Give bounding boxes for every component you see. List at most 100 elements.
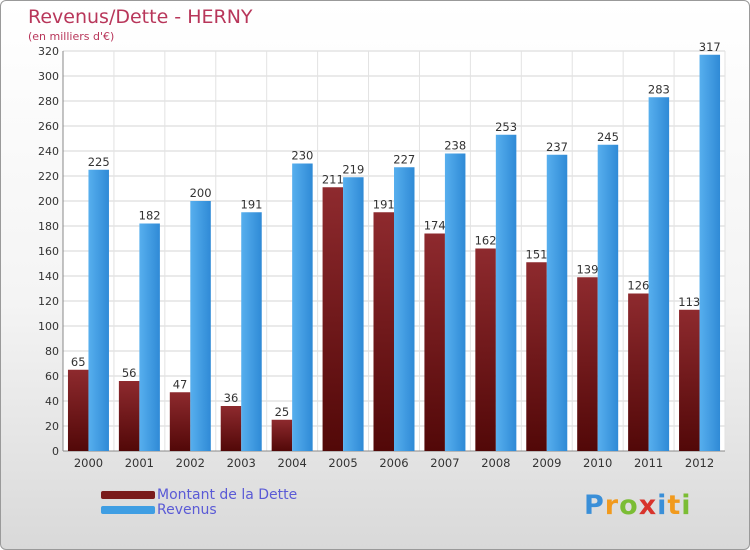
data-label: 182 bbox=[139, 209, 161, 223]
data-label: 65 bbox=[71, 355, 86, 369]
bar-dette bbox=[271, 419, 293, 451]
bar-revenus bbox=[546, 154, 568, 451]
x-tick-label: 2010 bbox=[583, 456, 612, 470]
chart-subtitle: (en milliers d'€) bbox=[28, 30, 115, 43]
data-label: 113 bbox=[678, 295, 700, 309]
bar-revenus bbox=[394, 167, 415, 451]
data-label: 191 bbox=[373, 197, 395, 211]
x-tick-label: 2003 bbox=[227, 456, 256, 470]
logo-letter: t bbox=[667, 490, 682, 521]
data-label: 225 bbox=[88, 155, 110, 169]
bar-dette bbox=[526, 262, 547, 451]
y-tick-label: 140 bbox=[38, 270, 59, 283]
bar-revenus bbox=[597, 144, 619, 451]
y-tick-label: 240 bbox=[38, 145, 59, 158]
data-label: 139 bbox=[576, 262, 598, 276]
y-tick-label: 200 bbox=[38, 195, 59, 208]
x-tick-label: 2002 bbox=[176, 456, 205, 470]
data-label: 191 bbox=[241, 197, 263, 211]
x-tick-label: 2008 bbox=[481, 456, 510, 470]
bar-dette bbox=[679, 309, 700, 451]
bar-revenus bbox=[88, 169, 109, 451]
data-label: 151 bbox=[526, 247, 548, 261]
y-tick-label: 280 bbox=[38, 95, 59, 108]
data-label: 219 bbox=[342, 162, 364, 176]
bar-revenus bbox=[190, 201, 211, 451]
x-tick-label: 2011 bbox=[634, 456, 663, 470]
logo-letter: r bbox=[604, 490, 620, 521]
logo-letter: P bbox=[584, 490, 605, 521]
bar-dette bbox=[169, 392, 191, 451]
y-tick-label: 220 bbox=[38, 170, 59, 183]
bar-revenus bbox=[343, 177, 364, 451]
data-label: 317 bbox=[699, 40, 721, 54]
legend-swatch-revenus bbox=[101, 506, 155, 514]
y-tick-label: 80 bbox=[45, 345, 59, 358]
y-tick-label: 40 bbox=[45, 395, 59, 408]
data-label: 200 bbox=[190, 186, 212, 200]
bar-dette bbox=[424, 233, 445, 451]
data-label: 237 bbox=[546, 140, 568, 154]
y-tick-label: 120 bbox=[38, 295, 59, 308]
bar-revenus bbox=[139, 223, 160, 451]
data-label: 238 bbox=[444, 139, 466, 153]
data-label: 126 bbox=[627, 279, 649, 293]
bar-dette bbox=[67, 369, 89, 451]
data-label: 253 bbox=[495, 120, 517, 134]
bar-dette bbox=[322, 187, 344, 451]
data-label: 56 bbox=[122, 366, 137, 380]
legend-label-dette: Montant de la Dette bbox=[157, 487, 298, 503]
bar-revenus bbox=[648, 97, 670, 451]
bar-revenus bbox=[495, 134, 517, 451]
bar-dette bbox=[220, 406, 242, 451]
chart-title: Revenus/Dette - HERNY bbox=[28, 6, 253, 28]
bar-dette bbox=[373, 212, 394, 451]
legend-item-revenus: Revenus bbox=[101, 502, 217, 518]
x-tick-label: 2005 bbox=[328, 456, 357, 470]
proxiti-logo: Proxiti bbox=[584, 490, 692, 521]
y-tick-label: 60 bbox=[45, 370, 59, 383]
x-tick-label: 2004 bbox=[278, 456, 307, 470]
bar-dette bbox=[628, 293, 649, 451]
data-label: 245 bbox=[597, 130, 619, 144]
y-tick-label: 320 bbox=[38, 45, 59, 58]
legend-swatch-dette bbox=[101, 491, 155, 499]
logo-letter: i bbox=[681, 490, 692, 521]
x-tick-label: 2007 bbox=[430, 456, 459, 470]
bar-revenus bbox=[241, 212, 262, 451]
data-label: 47 bbox=[173, 377, 188, 391]
bar-revenus bbox=[292, 163, 313, 451]
data-label: 162 bbox=[475, 234, 497, 248]
data-label: 174 bbox=[424, 219, 446, 233]
x-tick-label: 2012 bbox=[685, 456, 714, 470]
bar-dette bbox=[118, 381, 140, 451]
logo-letter: x bbox=[638, 490, 658, 521]
data-label: 36 bbox=[224, 391, 239, 405]
legend-item-dette: Montant de la Dette bbox=[101, 487, 297, 503]
logo-letter: i bbox=[657, 490, 668, 521]
x-tick-label: 2001 bbox=[125, 456, 154, 470]
data-label: 230 bbox=[291, 149, 313, 163]
y-tick-label: 160 bbox=[38, 245, 59, 258]
bar-revenus bbox=[699, 54, 721, 451]
x-tick-label: 2009 bbox=[532, 456, 561, 470]
bar-dette bbox=[475, 248, 496, 451]
bar-dette bbox=[577, 277, 598, 451]
bar-revenus bbox=[444, 153, 466, 451]
y-tick-label: 180 bbox=[38, 220, 59, 233]
y-tick-label: 20 bbox=[45, 420, 59, 433]
data-label: 25 bbox=[275, 405, 290, 419]
y-tick-label: 100 bbox=[38, 320, 59, 333]
y-tick-label: 0 bbox=[52, 445, 59, 458]
data-label: 283 bbox=[648, 82, 670, 96]
y-tick-label: 260 bbox=[38, 120, 59, 133]
x-tick-label: 2006 bbox=[379, 456, 408, 470]
data-label: 227 bbox=[393, 152, 415, 166]
data-label: 211 bbox=[322, 172, 344, 186]
x-tick-label: 2000 bbox=[74, 456, 103, 470]
legend-label-revenus: Revenus bbox=[157, 502, 217, 518]
y-tick-label: 300 bbox=[38, 70, 59, 83]
logo-letter: o bbox=[619, 490, 639, 521]
